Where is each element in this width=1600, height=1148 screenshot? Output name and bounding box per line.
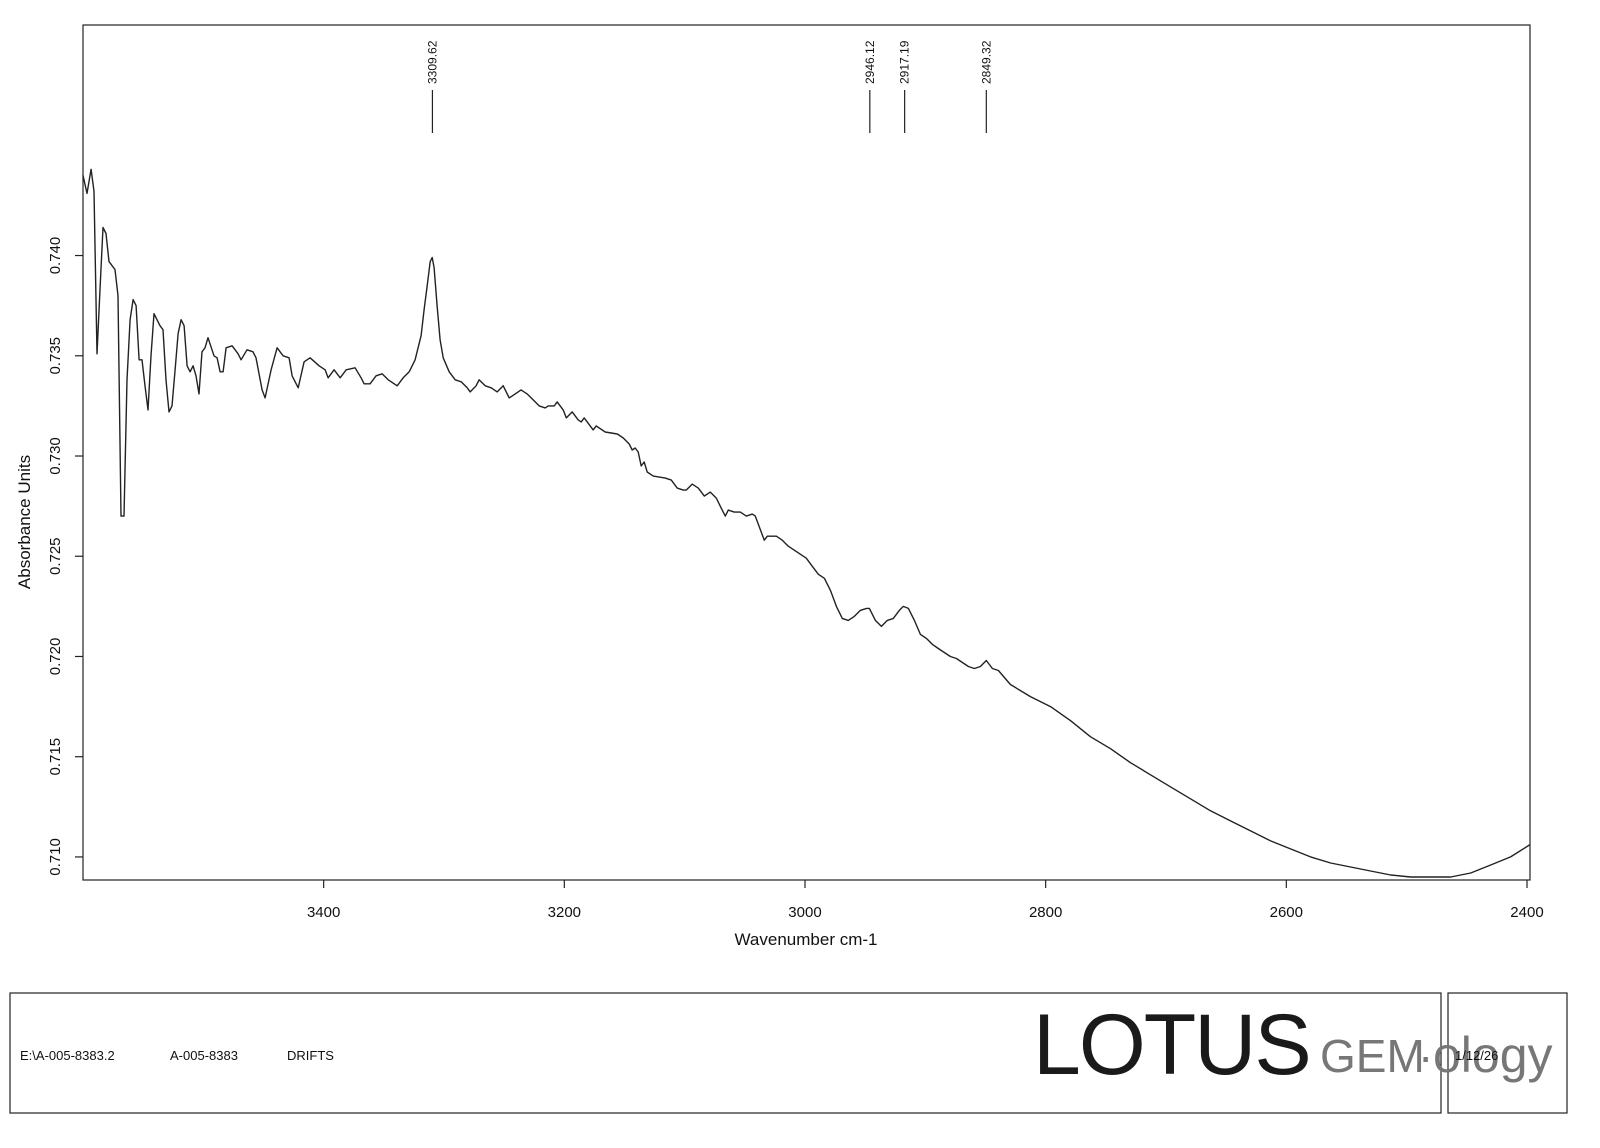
footer-method: DRIFTS <box>287 1048 334 1063</box>
plot-frame <box>82 24 1531 881</box>
peak-label: 2917.19 <box>898 40 912 84</box>
x-tick-label: 3000 <box>788 904 821 921</box>
spectrum-line <box>82 168 1530 878</box>
footer-date: 1/12/26 <box>1455 1048 1498 1063</box>
logo-gem: GEM <box>1320 1030 1425 1082</box>
y-tick-label: 0.715 <box>47 738 64 776</box>
footer-box <box>9 992 1442 1114</box>
y-tick-label: 0.740 <box>47 237 64 275</box>
x-tick-label: 3200 <box>548 904 581 921</box>
logo-dot: · <box>1418 1030 1433 1082</box>
x-tick-label: 2600 <box>1270 904 1303 921</box>
footer-sample: A-005-8383 <box>170 1048 238 1063</box>
peak-label: 2946.12 <box>863 40 877 84</box>
y-tick-label: 0.710 <box>47 838 64 876</box>
y-tick-label: 0.720 <box>47 638 64 676</box>
y-tick-label: 0.725 <box>47 537 64 575</box>
y-tick-label: 0.730 <box>47 437 64 475</box>
peak-label: 3309.62 <box>425 40 439 84</box>
logo-tail: ology <box>1433 1027 1553 1083</box>
peak-label: 2849.32 <box>979 40 993 84</box>
x-axis-label: Wavenumber cm-1 <box>735 930 878 949</box>
y-tick-label: 0.735 <box>47 337 64 375</box>
x-tick-label: 2400 <box>1510 904 1543 921</box>
footer-file: E:\A-005-8383.2 <box>20 1048 115 1063</box>
x-tick-label: 2800 <box>1029 904 1062 921</box>
y-axis-label: Absorbance Units <box>15 455 34 589</box>
footer-date-box <box>1447 992 1568 1114</box>
x-tick-label: 3400 <box>307 904 340 921</box>
logo-main: LOTUS <box>1033 997 1310 1093</box>
